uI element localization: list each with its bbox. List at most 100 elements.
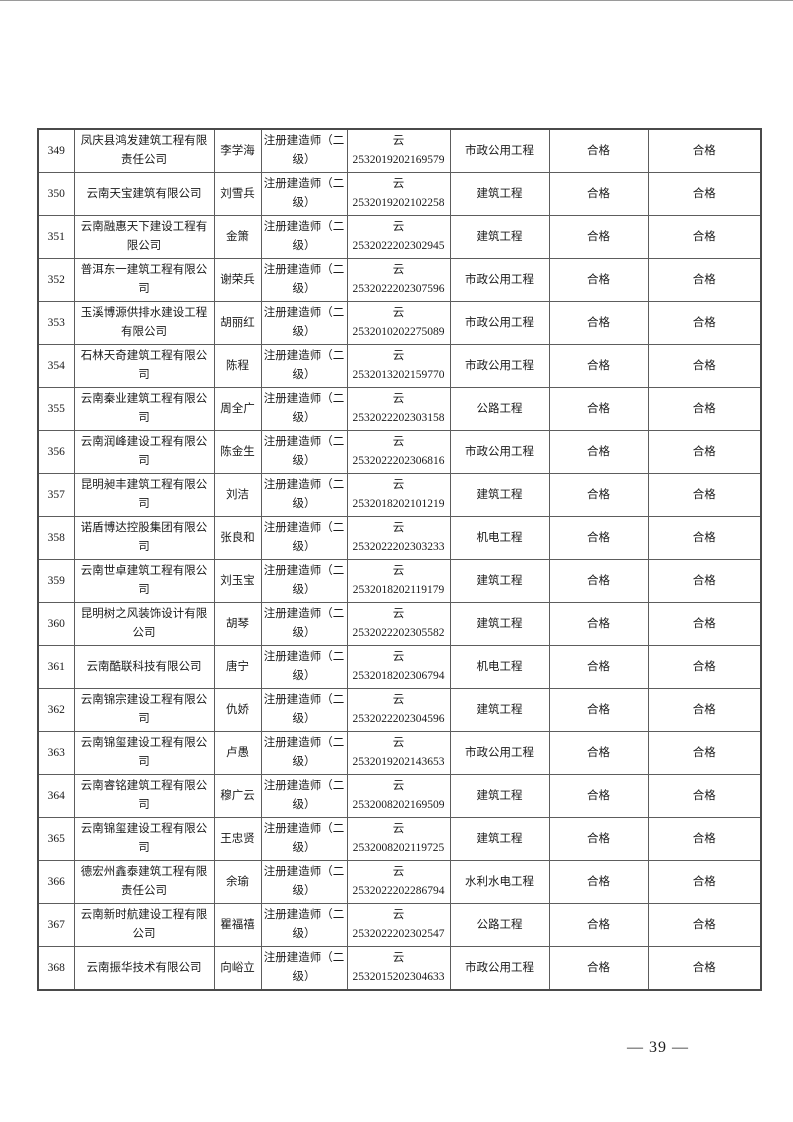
credential-type: 注册建造师（二级） [263, 307, 345, 338]
review-result-cell: 合格 [548, 602, 649, 646]
certificate-region: 云 [392, 866, 405, 878]
row-number-cell: 361 [37, 645, 75, 689]
row-number-cell: 351 [37, 215, 75, 259]
final-result-cell: 合格 [647, 645, 762, 689]
row-number-cell: 350 [37, 172, 75, 216]
credential-cell: 注册建造师（二级） [260, 731, 348, 775]
certificate-cell: 云 2532022202305582 [346, 602, 451, 646]
company-name: 昆明昶丰建筑工程有限公司 [80, 479, 208, 510]
row-number-cell: 366 [37, 860, 75, 904]
table-row: 365 云南锦玺建设工程有限公司 王忠贤 注册建造师（二级） 云 2532008… [37, 817, 762, 861]
company-cell: 云南睿铭建筑工程有限公司 [73, 774, 215, 818]
company-name: 云南世卓建筑工程有限公司 [80, 565, 208, 596]
company-cell: 云南酷联科技有限公司 [73, 645, 215, 689]
company-name: 云南酷联科技有限公司 [86, 660, 202, 673]
certificate-region: 云 [392, 436, 405, 448]
company-cell: 昆明树之风装饰设计有限公司 [73, 602, 215, 646]
company-name: 石林天奇建筑工程有限公司 [80, 350, 208, 381]
final-result-cell: 合格 [647, 731, 762, 775]
row-number-cell: 360 [37, 602, 75, 646]
specialty-cell: 建筑工程 [449, 559, 550, 603]
review-result-cell: 合格 [548, 559, 649, 603]
company-name: 云南新时航建设工程有限公司 [80, 909, 208, 940]
company-name: 云南锦宗建设工程有限公司 [80, 694, 208, 725]
row-number: 349 [47, 144, 65, 157]
review-result: 合格 [587, 144, 610, 157]
review-result-cell: 合格 [548, 301, 649, 345]
row-number: 368 [47, 961, 65, 974]
certificate-cell: 云 2532018202306794 [346, 645, 451, 689]
certificate-cell: 云 2532015202304633 [346, 946, 451, 991]
credential-type: 注册建造师（二级） [263, 522, 345, 553]
certificate-cell: 云 2532013202159770 [346, 344, 451, 388]
company-name: 云南天宝建筑有限公司 [86, 187, 202, 200]
specialty: 水利水电工程 [465, 875, 534, 888]
certificate-cell: 云 2532010202275089 [346, 301, 451, 345]
certificate-number: 2532022202286794 [352, 885, 445, 897]
company-name: 云南睿铭建筑工程有限公司 [80, 780, 208, 811]
final-result: 合格 [692, 918, 716, 931]
person-cell: 刘雪兵 [213, 172, 262, 216]
results-table-body: 349 凤庆县鸿发建筑工程有限责任公司 李学海 注册建造师（二级） 云 2532… [37, 128, 762, 991]
certificate-number: 2532022202302945 [352, 240, 445, 252]
credential-cell: 注册建造师（二级） [260, 774, 348, 818]
specialty: 市政公用工程 [465, 961, 534, 974]
table-row: 361 云南酷联科技有限公司 唐宁 注册建造师（二级） 云 2532018202… [37, 645, 762, 689]
review-result: 合格 [587, 230, 610, 243]
review-result-cell: 合格 [548, 774, 649, 818]
row-number: 360 [47, 617, 65, 630]
credential-type: 注册建造师（二级） [263, 694, 345, 725]
company-cell: 昆明昶丰建筑工程有限公司 [73, 473, 215, 517]
company-cell: 诺盾博达控股集团有限公司 [73, 516, 215, 560]
credential-type: 注册建造师（二级） [263, 651, 345, 682]
credential-type: 注册建造师（二级） [263, 952, 345, 983]
certificate-cell: 云 2532022202303158 [346, 387, 451, 431]
row-number: 350 [47, 187, 65, 200]
review-result-cell: 合格 [548, 731, 649, 775]
certificate-region: 云 [392, 350, 405, 362]
credential-cell: 注册建造师（二级） [260, 430, 348, 474]
certificate-number: 2532022202304596 [352, 713, 445, 725]
company-name: 云南锦玺建设工程有限公司 [80, 823, 208, 854]
row-number-cell: 355 [37, 387, 75, 431]
certificate-region: 云 [392, 651, 405, 663]
credential-cell: 注册建造师（二级） [260, 860, 348, 904]
table-row: 360 昆明树之风装饰设计有限公司 胡琴 注册建造师（二级） 云 2532022… [37, 602, 762, 646]
certificate-number: 2532010202275089 [352, 326, 445, 338]
final-result-cell: 合格 [647, 559, 762, 603]
credential-type: 注册建造师（二级） [263, 393, 345, 424]
review-result: 合格 [587, 703, 610, 716]
credential-cell: 注册建造师（二级） [260, 559, 348, 603]
person-cell: 胡丽红 [213, 301, 262, 345]
credential-cell: 注册建造师（二级） [260, 817, 348, 861]
review-result-cell: 合格 [548, 215, 649, 259]
table-row: 350 云南天宝建筑有限公司 刘雪兵 注册建造师（二级） 云 253201920… [37, 172, 762, 216]
specialty-cell: 市政公用工程 [449, 301, 550, 345]
person-name: 仇娇 [226, 703, 249, 716]
row-number-cell: 352 [37, 258, 75, 302]
final-result: 合格 [692, 144, 716, 157]
person-name: 刘雪兵 [220, 187, 255, 200]
final-result-cell: 合格 [647, 215, 762, 259]
final-result-cell: 合格 [647, 473, 762, 517]
final-result: 合格 [692, 445, 716, 458]
certificate-cell: 云 2532022202307596 [346, 258, 451, 302]
specialty: 建筑工程 [476, 832, 523, 845]
review-result-cell: 合格 [548, 430, 649, 474]
certificate-number: 2532022202303233 [352, 541, 445, 553]
final-result: 合格 [692, 703, 716, 716]
table-row: 363 云南锦玺建设工程有限公司 卢愚 注册建造师（二级） 云 25320192… [37, 731, 762, 775]
specialty: 建筑工程 [476, 703, 523, 716]
table-row: 354 石林天奇建筑工程有限公司 陈程 注册建造师（二级） 云 25320132… [37, 344, 762, 388]
row-number-cell: 368 [37, 946, 75, 991]
company-name: 云南锦玺建设工程有限公司 [80, 737, 208, 768]
certificate-region: 云 [392, 909, 405, 921]
certificate-region: 云 [392, 952, 405, 964]
company-name: 普洱东一建筑工程有限公司 [80, 264, 208, 295]
certificate-number: 2532019202143653 [352, 756, 445, 768]
company-cell: 云南振华技术有限公司 [73, 946, 215, 991]
certificate-cell: 云 2532022202306816 [346, 430, 451, 474]
row-number-cell: 365 [37, 817, 75, 861]
review-result-cell: 合格 [548, 817, 649, 861]
credential-type: 注册建造师（二级） [263, 178, 345, 209]
